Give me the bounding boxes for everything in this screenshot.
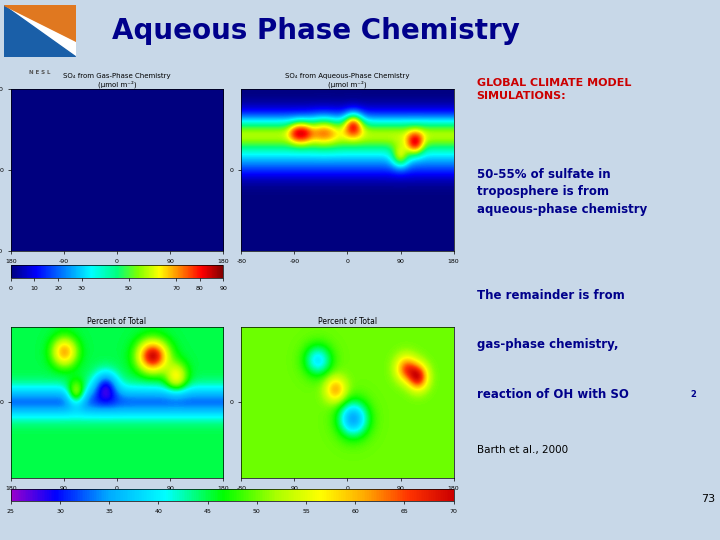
Text: The remainder is from: The remainder is from (477, 289, 624, 302)
Text: reaction of OH with SO: reaction of OH with SO (477, 388, 629, 401)
Text: SO₄ from Aqueous-Phase Chemistry
(μmol m⁻²): SO₄ from Aqueous-Phase Chemistry (μmol m… (285, 73, 410, 88)
Polygon shape (4, 5, 76, 42)
Title: Percent of Total: Percent of Total (87, 317, 147, 326)
Text: Aqueous Phase Chemistry: Aqueous Phase Chemistry (112, 17, 519, 45)
Text: N E S L: N E S L (29, 70, 50, 75)
Polygon shape (4, 5, 76, 57)
Text: SO₄ from Gas-Phase Chemistry
(μmol m⁻²): SO₄ from Gas-Phase Chemistry (μmol m⁻²) (63, 73, 171, 88)
Text: 50-55% of sulfate in
troposphere is from
aqueous-phase chemistry: 50-55% of sulfate in troposphere is from… (477, 168, 647, 216)
Text: gas-phase chemistry,: gas-phase chemistry, (477, 338, 618, 351)
Text: 73: 73 (701, 494, 715, 504)
Text: Barth et al., 2000: Barth et al., 2000 (477, 445, 567, 455)
Text: GLOBAL CLIMATE MODEL
SIMULATIONS:: GLOBAL CLIMATE MODEL SIMULATIONS: (477, 78, 631, 100)
Text: 2: 2 (690, 390, 696, 399)
Title: Percent of Total: Percent of Total (318, 317, 377, 326)
